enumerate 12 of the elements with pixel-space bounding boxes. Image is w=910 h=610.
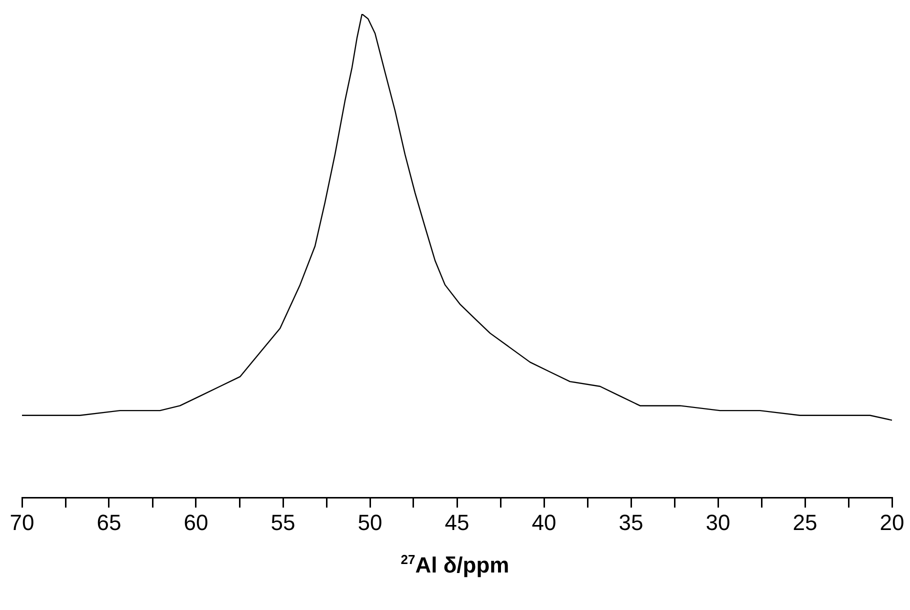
x-tick-label: 45 — [444, 510, 470, 535]
x-tick-label: 30 — [706, 510, 730, 535]
x-tick-label: 35 — [618, 510, 644, 535]
x-tick-label: 50 — [358, 510, 382, 535]
x-axis-title: $^{27}$Al δ/ppm — [400, 552, 510, 578]
x-tick-label: 25 — [792, 510, 818, 535]
x-tick-label: 40 — [532, 510, 556, 535]
x-tick-label: 20 — [880, 510, 904, 535]
x-tick-label: 65 — [96, 510, 122, 535]
x-tick-label: 60 — [184, 510, 208, 535]
x-tick-label: 70 — [10, 510, 34, 535]
x-tick-label: 55 — [270, 510, 296, 535]
